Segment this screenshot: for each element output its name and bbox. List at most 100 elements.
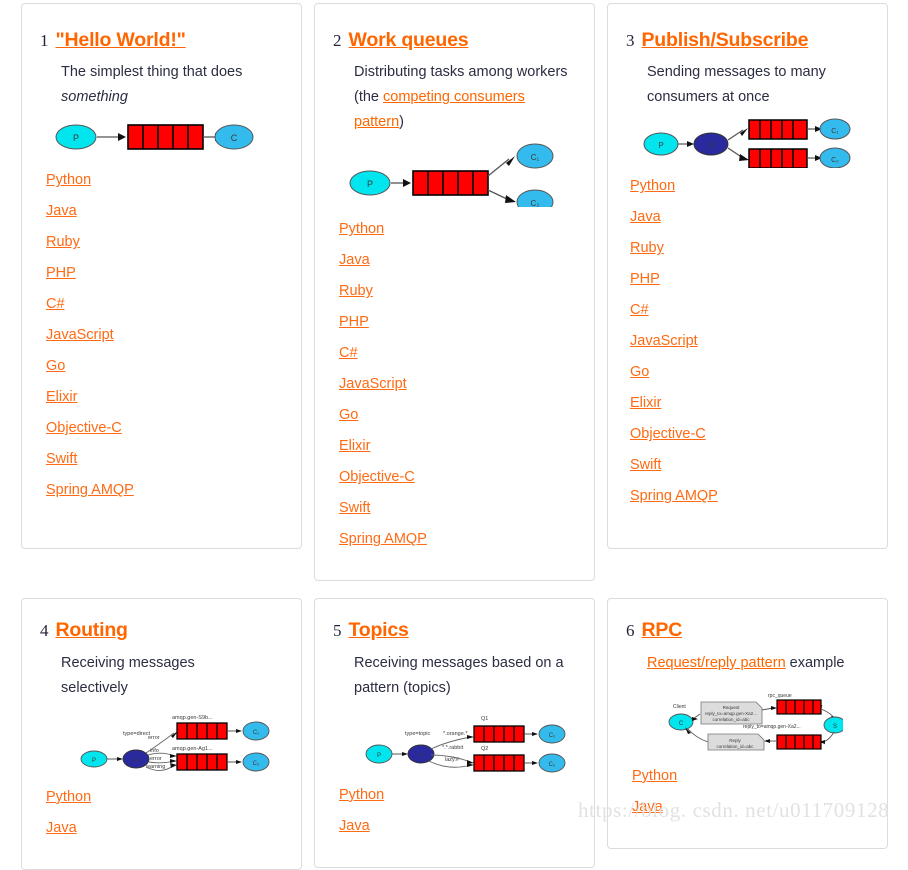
svg-text:P: P	[73, 133, 79, 143]
language-link[interactable]: Swift	[630, 457, 662, 474]
card-title-link[interactable]: Publish/Subscribe	[641, 29, 809, 51]
svg-text:C: C	[679, 721, 684, 727]
card-description: Distributing tasks among workers (the co…	[333, 60, 576, 135]
language-link[interactable]: Ruby	[339, 283, 373, 300]
language-link[interactable]: Spring AMQP	[46, 482, 134, 499]
language-link[interactable]: JavaScript	[339, 376, 407, 393]
card-header: 6 RPC	[626, 619, 869, 642]
tutorial-card-2: 2 Work queues Distributing tasks among w…	[314, 3, 595, 582]
card-title-link[interactable]: Work queues	[348, 29, 469, 51]
list-item: Go	[46, 358, 283, 374]
language-list: Python Java	[40, 789, 283, 836]
language-link[interactable]: Python	[339, 221, 385, 238]
list-item: Swift	[339, 500, 576, 516]
language-link[interactable]: Elixir	[46, 389, 78, 406]
list-item: Go	[630, 364, 869, 380]
list-item: C#	[339, 345, 576, 361]
language-link[interactable]: Swift	[46, 451, 78, 468]
list-item: Python	[46, 789, 283, 805]
svg-text:C₂: C₂	[549, 762, 556, 768]
client-label: Client	[673, 704, 686, 710]
language-link[interactable]: PHP	[630, 271, 660, 288]
svg-text:C₁: C₁	[549, 733, 555, 739]
card-number: 2	[333, 31, 342, 50]
svg-text:reply_to=amqp.gen-Xa2...: reply_to=amqp.gen-Xa2...	[705, 711, 757, 716]
card-description: Request/reply pattern example	[626, 651, 869, 676]
language-link[interactable]: Elixir	[339, 438, 371, 455]
card-header: 4 Routing	[40, 619, 283, 642]
svg-text:correlation_id=abc: correlation_id=abc	[717, 744, 755, 749]
language-link[interactable]: C#	[630, 302, 649, 319]
exchange-type-label: type=topic	[405, 731, 430, 737]
language-link[interactable]: Python	[46, 172, 92, 189]
card-title-link[interactable]: Routing	[55, 619, 128, 642]
language-link[interactable]: Python	[46, 788, 92, 805]
list-item: Java	[46, 820, 283, 836]
language-link[interactable]: PHP	[46, 265, 76, 282]
language-link[interactable]: JavaScript	[630, 333, 698, 350]
list-item: Elixir	[339, 438, 576, 454]
card-header: 5 Topics	[333, 619, 576, 642]
language-link[interactable]: Go	[46, 358, 66, 375]
list-item: Objective-C	[339, 469, 576, 485]
list-item: Swift	[630, 457, 869, 473]
list-item: Python	[630, 178, 869, 194]
svg-text:X: X	[708, 141, 714, 150]
tutorial-card-1: 1 "Hello World!" The simplest thing that…	[21, 3, 302, 549]
language-link[interactable]: Spring AMQP	[630, 488, 718, 505]
language-link[interactable]: Java	[46, 819, 77, 836]
card-title-link[interactable]: RPC	[641, 619, 683, 642]
language-link[interactable]: Python	[339, 786, 385, 803]
language-link[interactable]: C#	[46, 296, 65, 313]
language-link[interactable]: Elixir	[630, 395, 662, 412]
list-item: PHP	[339, 314, 576, 330]
language-link[interactable]: Python	[630, 178, 676, 195]
language-link[interactable]: Spring AMQP	[339, 531, 427, 548]
svg-text:S: S	[833, 724, 837, 730]
language-link[interactable]: Ruby	[46, 234, 80, 251]
language-link[interactable]: Objective-C	[46, 420, 122, 437]
language-link[interactable]: C#	[339, 345, 358, 362]
list-item: Ruby	[339, 283, 576, 299]
language-link[interactable]: JavaScript	[46, 327, 114, 344]
competing-consumers-link[interactable]: competing consumers pattern	[354, 89, 525, 131]
language-link[interactable]: Go	[339, 407, 359, 424]
tutorial-card-3: 3 Publish/Subscribe Sending messages to …	[607, 3, 888, 549]
list-item: Objective-C	[46, 420, 283, 436]
list-item: PHP	[46, 265, 283, 281]
language-link[interactable]: Objective-C	[339, 469, 415, 486]
language-link[interactable]: Go	[630, 364, 650, 381]
language-link[interactable]: Java	[632, 798, 663, 815]
language-link[interactable]: Java	[630, 209, 661, 226]
list-item: Python	[339, 221, 576, 237]
card-title-link[interactable]: Topics	[348, 619, 409, 642]
queue-label-1: amqp.gen-S9b...	[172, 715, 213, 721]
language-link[interactable]: Java	[339, 252, 370, 269]
language-link[interactable]: PHP	[339, 314, 369, 331]
language-link[interactable]: Swift	[339, 500, 371, 517]
card-description: The simplest thing that does something	[40, 60, 283, 110]
list-item: Elixir	[630, 395, 869, 411]
request-box: Request reply_to=amqp.gen-Xa2... correla…	[700, 701, 763, 725]
card-number: 4	[40, 621, 49, 641]
card-header: 3 Publish/Subscribe	[626, 29, 869, 51]
reply-queue-label: reply_to=amqp.gen-Xa2...	[743, 724, 801, 730]
rpc-queue-label: rpc_queue	[768, 693, 792, 699]
language-link[interactable]: Ruby	[630, 240, 664, 257]
svg-text:error: error	[150, 756, 162, 762]
request-reply-pattern-link[interactable]: Request/reply pattern	[647, 654, 786, 671]
card-title-link[interactable]: "Hello World!"	[55, 29, 186, 51]
language-list: Python Java Ruby PHP C# JavaScript Go El…	[333, 221, 576, 547]
language-link[interactable]: Java	[46, 203, 77, 220]
svg-text:P: P	[367, 179, 373, 189]
card-description: Sending messages to many consumers at on…	[647, 64, 826, 106]
language-link[interactable]: Objective-C	[630, 426, 706, 443]
language-link[interactable]: Python	[632, 767, 678, 784]
language-list: Python Java	[333, 787, 576, 834]
language-link[interactable]: Java	[339, 817, 370, 834]
reply-box: Reply correlation_id=abc	[707, 733, 765, 751]
svg-text:lazy.#: lazy.#	[445, 757, 460, 763]
card-description: Receiving messages selectively	[61, 654, 195, 696]
desc-emphasis: something	[61, 89, 128, 106]
